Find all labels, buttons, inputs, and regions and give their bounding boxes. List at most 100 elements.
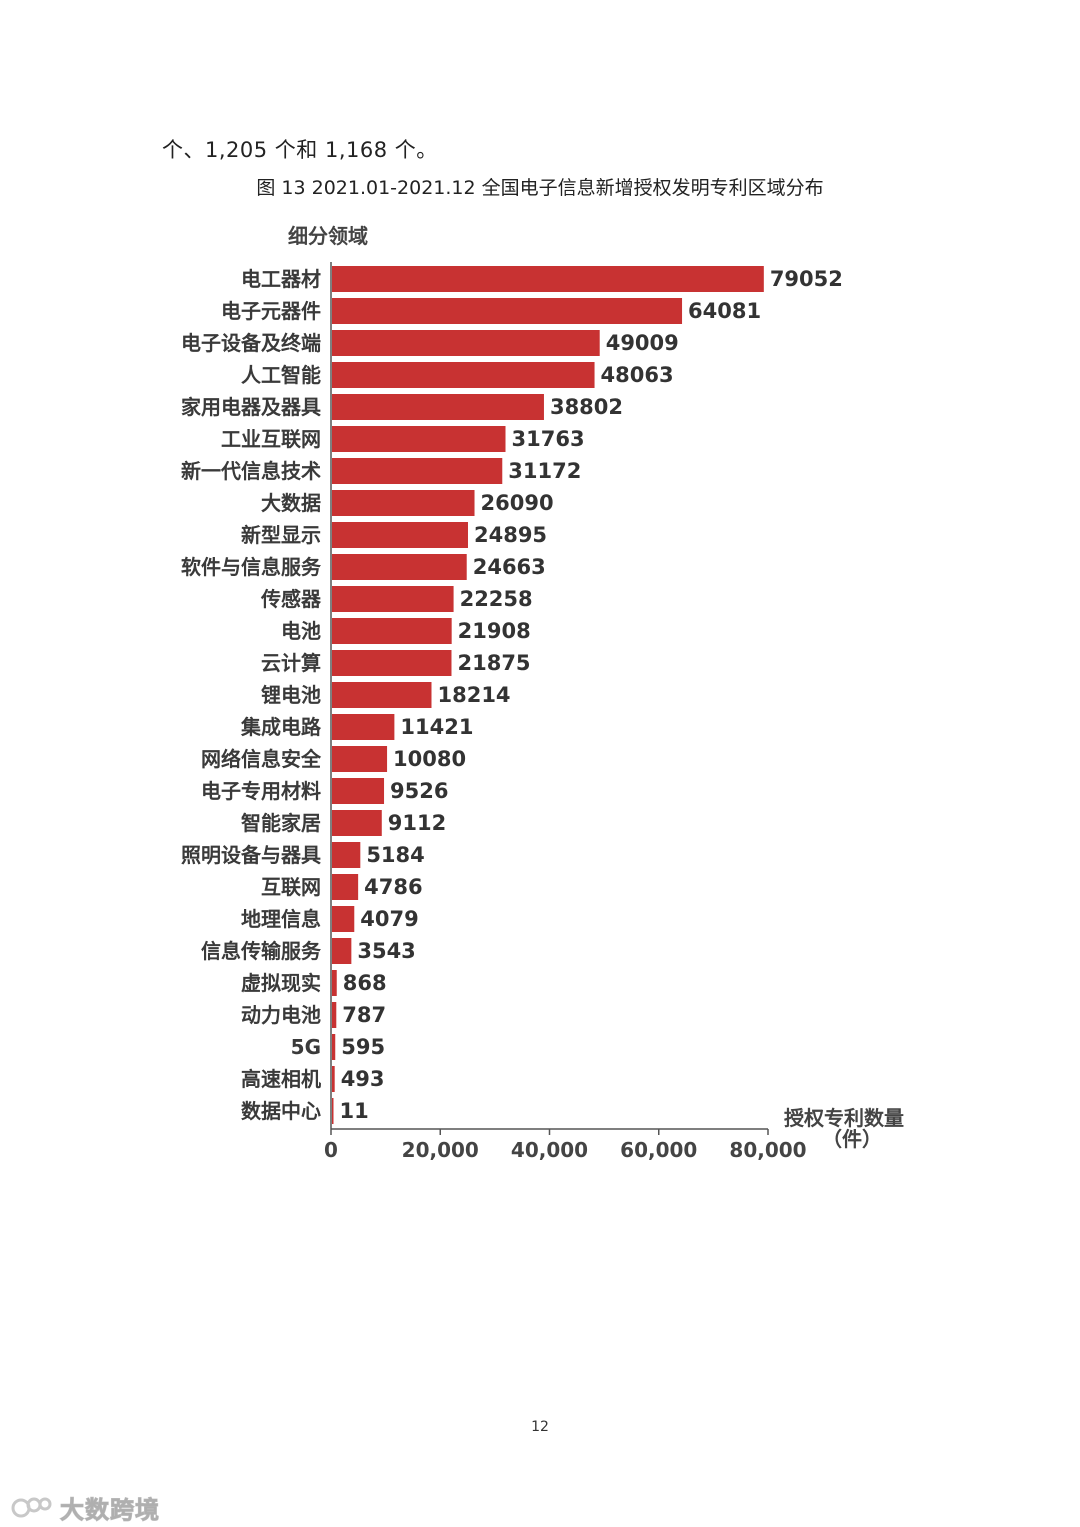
bar — [332, 874, 359, 900]
x-tick-label: 60,000 — [620, 1138, 697, 1162]
value-label: 31763 — [512, 427, 585, 451]
bar — [332, 586, 454, 612]
category-label: 虚拟现实 — [241, 971, 321, 995]
value-label: 24895 — [474, 523, 547, 547]
bar — [332, 1034, 336, 1060]
bar — [332, 362, 595, 388]
bar — [332, 330, 600, 356]
x-tick-label: 20,000 — [402, 1138, 479, 1162]
category-label: 动力电池 — [241, 1003, 321, 1027]
value-label: 10080 — [393, 747, 466, 771]
value-label: 18214 — [437, 683, 510, 707]
category-label: 5G — [291, 1035, 321, 1059]
figure-caption: 图 13 2021.01-2021.12 全国电子信息新增授权发明专利区域分布 — [256, 177, 824, 199]
x-axis-ticks-group: 0 20,000 40,000 60,000 80,000 — [324, 1129, 807, 1162]
bar — [332, 554, 467, 580]
bars-group — [332, 266, 764, 1124]
value-label: 31172 — [508, 459, 581, 483]
category-label: 电子专用材料 — [201, 779, 321, 803]
value-label: 3543 — [357, 939, 415, 963]
category-labels-group: 电工器材电子元器件电子设备及终端人工智能家用电器及器具工业互联网新一代信息技术大… — [181, 267, 322, 1123]
value-label: 21908 — [458, 619, 531, 643]
bar — [332, 522, 468, 548]
category-label: 传感器 — [260, 587, 322, 611]
bar — [332, 266, 764, 292]
category-label: 集成电路 — [240, 715, 322, 739]
bar — [332, 682, 432, 708]
category-label: 电工器材 — [241, 267, 321, 291]
category-label: 数据中心 — [241, 1099, 321, 1123]
bar — [332, 298, 683, 324]
page-number: 12 — [531, 1419, 549, 1435]
category-label: 电子设备及终端 — [181, 331, 321, 355]
value-label: 11 — [340, 1099, 369, 1123]
value-label: 493 — [341, 1067, 385, 1091]
category-label: 锂电池 — [261, 683, 321, 707]
category-label: 家用电器及器具 — [181, 395, 321, 419]
x-tick-label: 0 — [324, 1138, 338, 1162]
value-label: 38802 — [550, 395, 623, 419]
value-label: 595 — [341, 1035, 385, 1059]
bar — [332, 490, 475, 516]
x-tick-label: 80,000 — [729, 1138, 806, 1162]
category-label: 工业互联网 — [221, 427, 321, 451]
bar — [332, 938, 352, 964]
brand-logo-icon — [11, 1497, 52, 1517]
bar — [332, 970, 337, 996]
category-label: 云计算 — [261, 651, 321, 675]
category-label: 互联网 — [261, 875, 321, 899]
value-label: 26090 — [481, 491, 554, 515]
value-label: 11421 — [400, 715, 473, 739]
intro-paragraph-line: 个、1,205 个和 1,168 个。 — [162, 138, 438, 162]
x-tick-label: 40,000 — [511, 1138, 588, 1162]
category-label: 人工智能 — [241, 363, 321, 387]
category-label: 网络信息安全 — [201, 747, 322, 771]
category-label: 照明设备与器具 — [181, 843, 321, 867]
category-label: 信息传输服务 — [201, 939, 322, 963]
value-label: 5184 — [366, 843, 424, 867]
value-labels-group: 79052 64081 49009 48063 38802 31763 31172 26090… — [340, 267, 843, 1123]
value-label: 22258 — [460, 587, 533, 611]
bar — [332, 714, 395, 740]
value-label: 21875 — [457, 651, 530, 675]
value-label: 9112 — [388, 811, 446, 835]
bar-chart: 电工器材电子元器件电子设备及终端人工智能家用电器及器具工业互联网新一代信息技术大… — [181, 224, 904, 1162]
value-label: 79052 — [770, 267, 843, 291]
value-label: 9526 — [390, 779, 448, 803]
value-label: 787 — [342, 1003, 386, 1027]
x-axis-title-unit: （件） — [822, 1127, 882, 1151]
bar — [332, 618, 452, 644]
bar — [332, 1002, 337, 1028]
bar — [332, 1066, 335, 1092]
bar — [332, 746, 388, 772]
value-label: 48063 — [601, 363, 674, 387]
watermark-text: 大数跨境 — [60, 1496, 160, 1525]
category-label: 新一代信息技术 — [181, 459, 321, 483]
category-label: 地理信息 — [241, 907, 321, 931]
value-label: 24663 — [473, 555, 546, 579]
bar — [332, 906, 355, 932]
y-axis-title: 细分领域 — [288, 224, 368, 248]
bar — [332, 810, 382, 836]
bar — [332, 778, 385, 804]
category-label: 电池 — [281, 619, 321, 643]
bar — [332, 650, 452, 676]
bar — [332, 1098, 334, 1124]
value-label: 868 — [343, 971, 387, 995]
category-label: 电子元器件 — [221, 299, 321, 323]
value-label: 4786 — [364, 875, 422, 899]
bar — [332, 394, 544, 420]
category-label: 软件与信息服务 — [181, 555, 322, 579]
bar — [332, 426, 506, 452]
category-label: 新型显示 — [241, 523, 321, 547]
value-label: 4079 — [360, 907, 418, 931]
category-label: 智能家居 — [241, 811, 321, 835]
x-axis-title: 授权专利数量 — [784, 1106, 904, 1130]
category-label: 大数据 — [261, 491, 321, 515]
value-label: 64081 — [688, 299, 761, 323]
value-label: 49009 — [606, 331, 679, 355]
watermark: 大数跨境 — [10, 1490, 160, 1525]
category-label: 高速相机 — [241, 1067, 321, 1091]
bar — [332, 458, 503, 484]
bar — [332, 842, 361, 868]
